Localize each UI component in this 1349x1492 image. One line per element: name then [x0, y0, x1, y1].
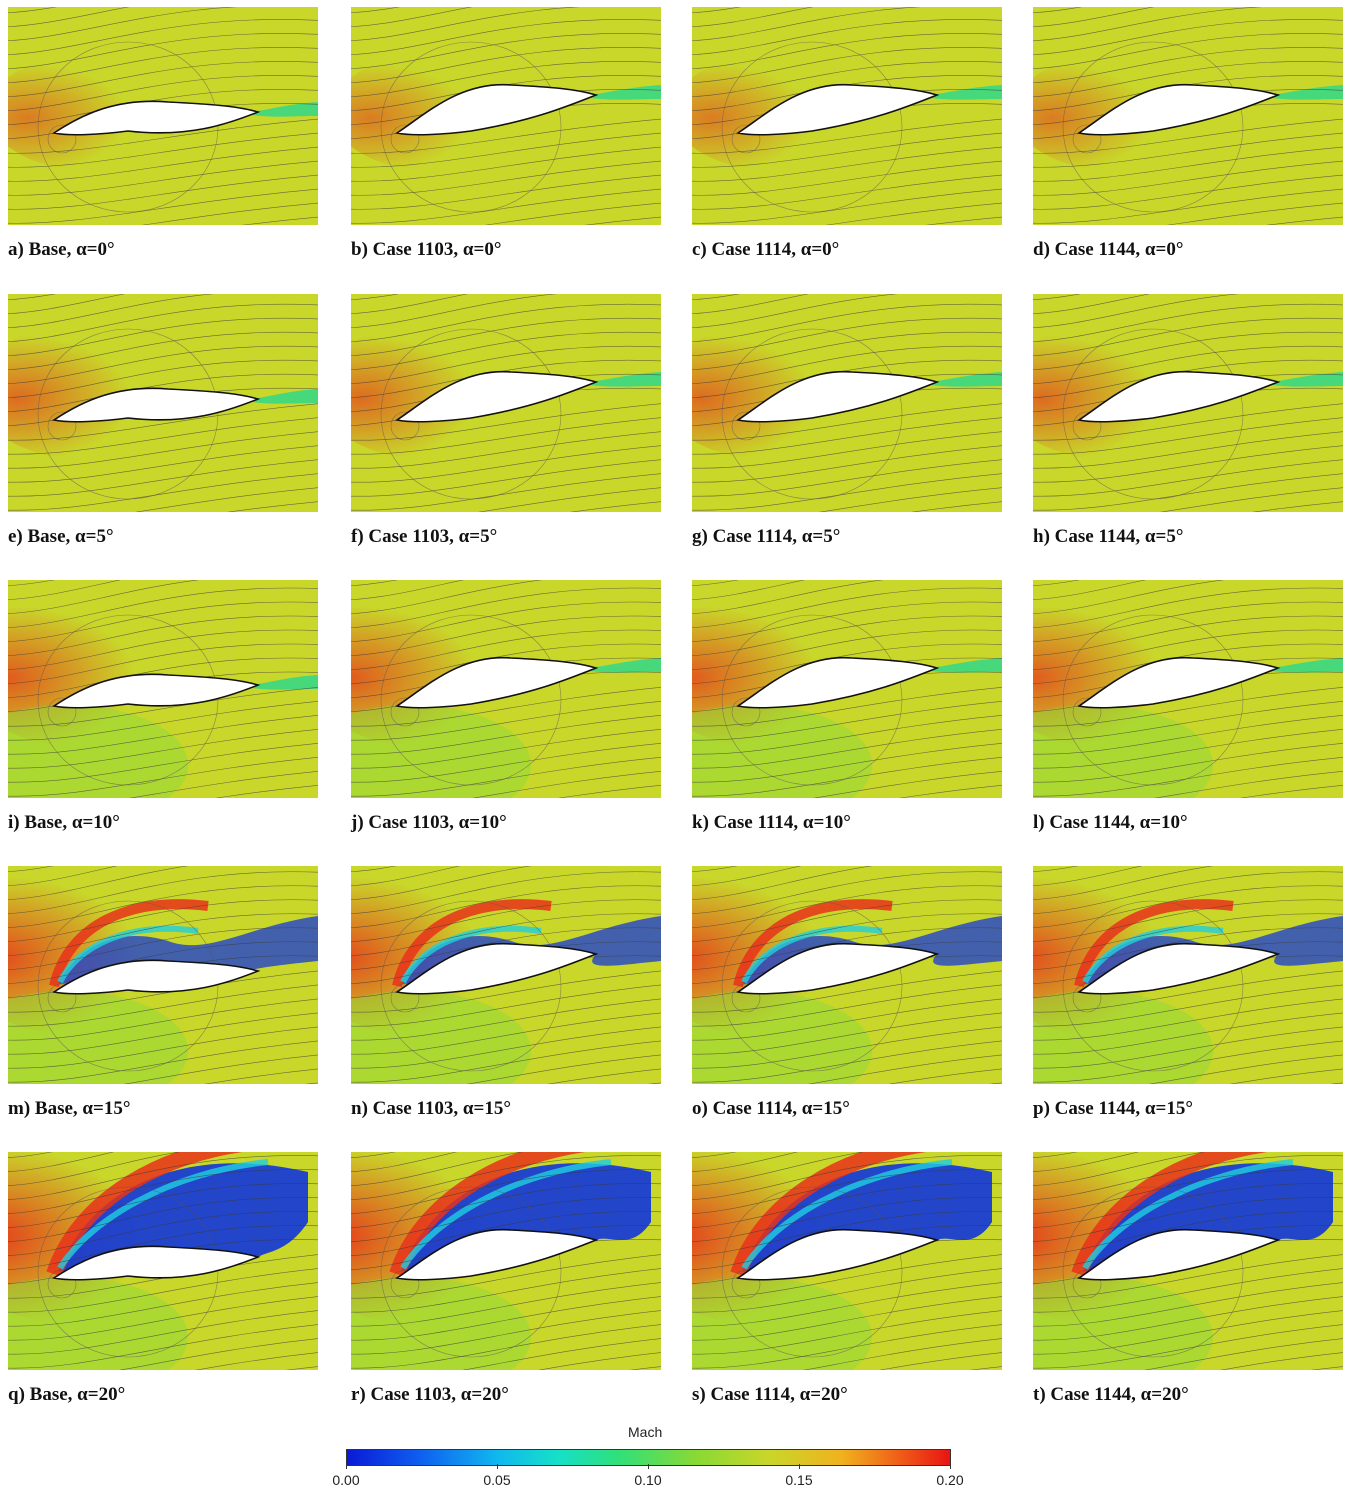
colorbar-tick [497, 1464, 498, 1469]
flow-panel [1033, 7, 1343, 225]
colorbar-tick-label: 0.05 [483, 1472, 511, 1488]
colorbar-tick [950, 1464, 951, 1469]
airfoil [394, 656, 599, 709]
panel-caption: n) Case 1103, α=15° [351, 1098, 511, 1119]
airfoil [394, 942, 599, 995]
colorbar-tick [346, 1464, 347, 1469]
colorbar-tick [799, 1464, 800, 1469]
panel-caption: q) Base, α=20° [8, 1384, 126, 1405]
airfoil [394, 1228, 599, 1281]
airfoil [394, 370, 599, 423]
airfoil [51, 387, 261, 423]
panel-caption: h) Case 1144, α=5° [1033, 526, 1184, 547]
flow-panel [692, 294, 1002, 512]
airfoil [51, 100, 261, 136]
panel-caption: p) Case 1144, α=15° [1033, 1098, 1193, 1119]
airfoil [735, 370, 940, 423]
colorbar-tick-label: 0.20 [936, 1472, 964, 1488]
colorbar-tick-label: 0.00 [332, 1472, 360, 1488]
flow-panel [1033, 580, 1343, 798]
flow-panel [8, 866, 318, 1084]
panel-caption: j) Case 1103, α=10° [351, 812, 507, 833]
airfoil [735, 656, 940, 709]
panel-caption: f) Case 1103, α=5° [351, 526, 498, 547]
panel-caption: o) Case 1114, α=15° [692, 1098, 850, 1119]
flow-panel [8, 580, 318, 798]
airfoil [394, 83, 599, 136]
flow-panel [351, 580, 661, 798]
airfoil [735, 1228, 940, 1281]
airfoil [1076, 656, 1281, 709]
airfoil [1076, 83, 1281, 136]
colorbar-tick-label: 0.15 [785, 1472, 813, 1488]
airfoil [1076, 942, 1281, 995]
flow-panel [692, 866, 1002, 1084]
flow-panel [351, 866, 661, 1084]
flow-panel [351, 7, 661, 225]
colorbar-title: Mach [628, 1424, 663, 1440]
flow-panel [351, 294, 661, 512]
panel-caption: r) Case 1103, α=20° [351, 1384, 509, 1405]
flow-panel [692, 580, 1002, 798]
airfoil [1076, 370, 1281, 423]
panel-caption: s) Case 1114, α=20° [692, 1384, 848, 1405]
panel-caption: t) Case 1144, α=20° [1033, 1384, 1189, 1405]
colorbar-tick-label: 0.10 [634, 1472, 662, 1488]
panel-caption: a) Base, α=0° [8, 239, 115, 260]
airfoil [51, 959, 261, 995]
panel-caption: m) Base, α=15° [8, 1098, 131, 1119]
flow-panel [8, 294, 318, 512]
airfoil [51, 1245, 261, 1281]
flow-panel [351, 1152, 661, 1370]
panel-caption: b) Case 1103, α=0° [351, 239, 502, 260]
flow-panel [1033, 294, 1343, 512]
airfoil [735, 942, 940, 995]
flow-panel [8, 7, 318, 225]
airfoil [51, 673, 261, 709]
panel-caption: c) Case 1114, α=0° [692, 239, 840, 260]
flow-panel [692, 7, 1002, 225]
panel-caption: d) Case 1144, α=0° [1033, 239, 1184, 260]
flow-panel [1033, 1152, 1343, 1370]
flow-panel [8, 1152, 318, 1370]
flow-panel [1033, 866, 1343, 1084]
panel-caption: g) Case 1114, α=5° [692, 526, 841, 547]
colorbar-tick [648, 1464, 649, 1469]
panel-caption: l) Case 1144, α=10° [1033, 812, 1188, 833]
panel-caption: e) Base, α=5° [8, 526, 114, 547]
flow-panel [692, 1152, 1002, 1370]
panel-caption: i) Base, α=10° [8, 812, 120, 833]
airfoil [735, 83, 940, 136]
airfoil [1076, 1228, 1281, 1281]
panel-caption: k) Case 1114, α=10° [692, 812, 851, 833]
